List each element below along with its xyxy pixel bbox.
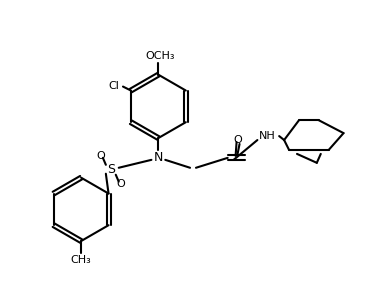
Text: NH: NH (259, 131, 275, 141)
Text: N: N (154, 151, 163, 164)
Text: O: O (116, 179, 125, 189)
Text: O: O (233, 135, 242, 145)
Text: Cl: Cl (108, 81, 119, 90)
Text: CH₃: CH₃ (71, 255, 92, 265)
Text: OCH₃: OCH₃ (146, 51, 175, 61)
Text: O: O (97, 151, 105, 161)
Text: S: S (107, 163, 115, 176)
